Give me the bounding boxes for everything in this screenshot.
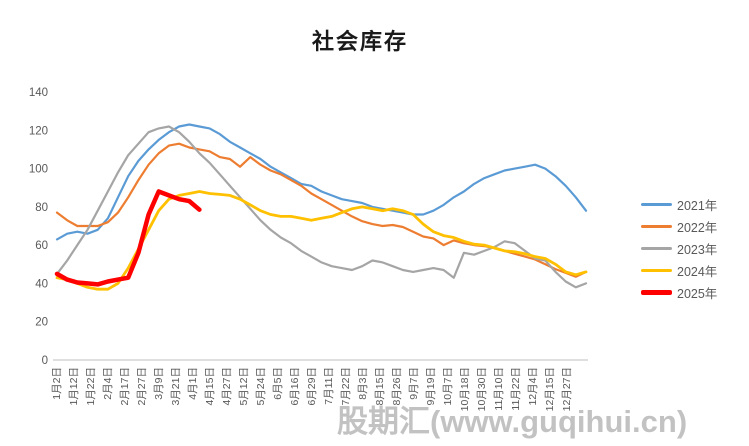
legend-label: 2025年 — [677, 287, 718, 301]
x-axis-label: 12月15日 — [544, 367, 556, 411]
x-axis-label: 8月26日 — [391, 367, 403, 406]
x-axis-label: 12月27日 — [561, 367, 573, 411]
x-axis-label: 2月17日 — [119, 367, 131, 406]
y-axis-label: 60 — [35, 240, 48, 252]
legend-item-2025年: 2025年 — [641, 285, 718, 301]
x-axis-label: 3月21日 — [170, 367, 182, 406]
legend-item-2021年: 2021年 — [641, 197, 718, 213]
y-axis-label: 80 — [35, 202, 48, 214]
x-axis-label: 11月22日 — [510, 367, 522, 411]
x-axis-label: 8月3日 — [357, 367, 369, 400]
y-axis-label: 40 — [35, 278, 48, 290]
series-line-2025年 — [54, 189, 202, 287]
legend-swatch-2024年 — [641, 269, 672, 272]
x-axis-label: 6月29日 — [306, 367, 318, 406]
series-line-2024年 — [55, 190, 588, 291]
legend-item-2023年: 2023年 — [641, 241, 718, 257]
series-line-2021年 — [55, 123, 588, 241]
x-axis-label: 3月9日 — [153, 367, 165, 400]
x-axis-label: 9月19日 — [425, 367, 437, 406]
x-axis-label: 1月12日 — [68, 367, 80, 406]
x-axis-label: 9月7日 — [408, 367, 420, 400]
legend-swatch-2022年 — [641, 225, 672, 228]
y-axis-label: 140 — [29, 87, 48, 99]
x-axis-label: 4月27日 — [221, 367, 233, 406]
x-axis-label: 2月27日 — [136, 367, 148, 406]
y-axis-label: 0 — [42, 355, 48, 367]
x-axis-label: 5月24日 — [255, 367, 267, 406]
x-axis-label: 6月5日 — [272, 367, 284, 400]
x-axis-label: 10月7日 — [442, 367, 454, 406]
legend-swatch-2025年 — [641, 290, 672, 295]
legend-swatch-2021年 — [641, 203, 672, 206]
legend: 2021年 2022年 2023年 2024年 2025年 — [641, 197, 718, 301]
x-axis-label: 4月1日 — [187, 367, 199, 400]
x-axis-label: 1月22日 — [85, 367, 97, 406]
x-axis-label: 11月10日 — [493, 367, 505, 411]
x-axis-label: 5月12日 — [238, 367, 250, 406]
chart-title: 社会库存 — [311, 29, 408, 54]
y-axis-label: 20 — [35, 317, 48, 329]
x-axis-label: 1月2日 — [51, 367, 63, 400]
legend-label: 2022年 — [677, 221, 718, 235]
legend-label: 2023年 — [677, 243, 718, 257]
y-axis-label: 120 — [29, 125, 48, 137]
legend-swatch-2023年 — [641, 247, 672, 250]
legend-label: 2021年 — [677, 199, 718, 213]
legend-item-2022年: 2022年 — [641, 219, 718, 235]
x-axis-label: 6月16日 — [289, 367, 301, 406]
x-axis-label: 2月4日 — [102, 367, 114, 400]
watermark: 股期汇(www.guqihui.cn) — [337, 404, 688, 439]
x-axis-label: 7月11日 — [323, 367, 335, 405]
x-axis-label: 10月30日 — [476, 367, 488, 411]
legend-item-2024年: 2024年 — [641, 263, 718, 279]
series-line-2023年 — [55, 125, 588, 289]
x-axis-label: 8月15日 — [374, 367, 386, 406]
legend-label: 2024年 — [677, 265, 718, 279]
x-axis-label: 12月4日 — [527, 367, 539, 406]
x-axis-label: 10月18日 — [459, 367, 471, 411]
x-axis-label: 7月22日 — [340, 367, 352, 406]
y-axis-label: 100 — [29, 164, 48, 176]
x-axis-label: 4月15日 — [204, 367, 216, 406]
